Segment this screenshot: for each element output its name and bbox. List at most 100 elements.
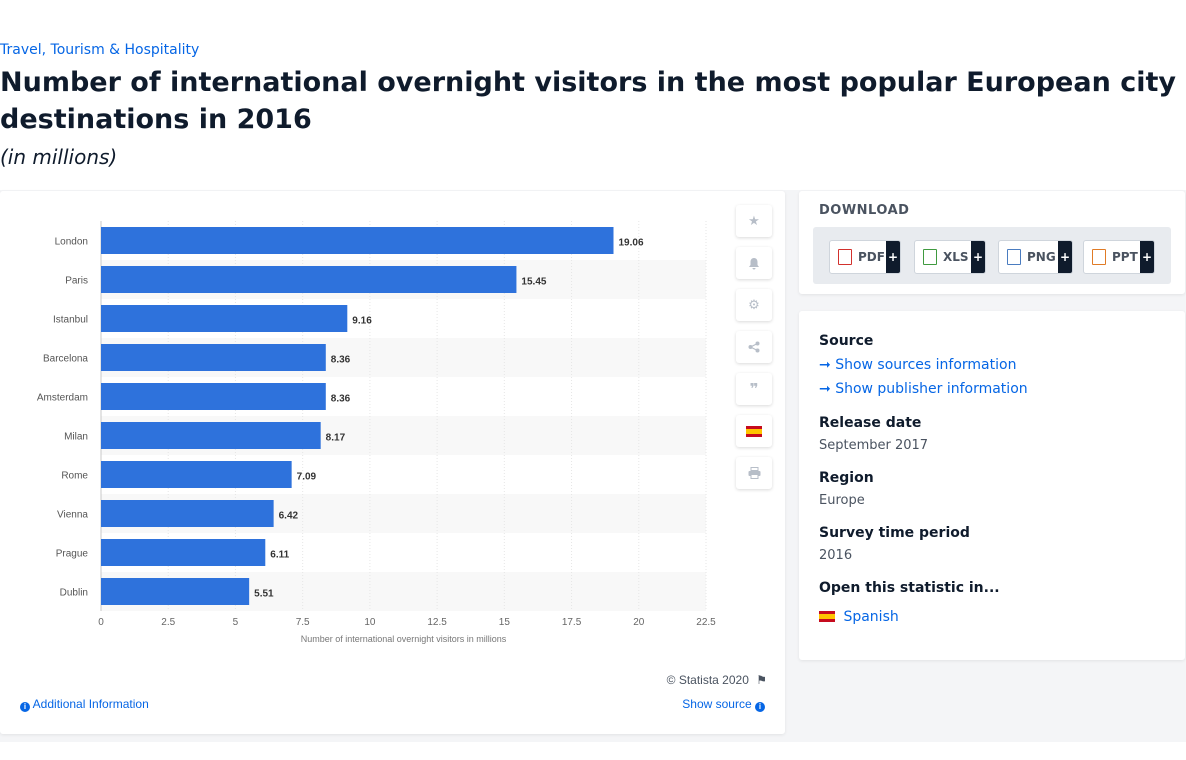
png-file-icon (1007, 249, 1021, 265)
show-source-label: Show source (682, 697, 752, 711)
chart-toolbar: ★ ⚙ ❞ (736, 205, 772, 499)
x-tick-label: 12.5 (427, 617, 447, 628)
value-label: 15.45 (521, 277, 546, 288)
value-label: 7.09 (297, 472, 317, 483)
bar-vienna (101, 500, 274, 527)
value-label: 6.11 (270, 550, 289, 561)
favorite-button[interactable]: ★ (736, 205, 772, 237)
print-button[interactable] (736, 457, 772, 489)
value-label: 19.06 (619, 238, 644, 249)
category-label: Amsterdam (37, 393, 88, 404)
category-label: Vienna (57, 510, 88, 521)
value-label: 8.36 (331, 394, 351, 405)
x-axis-title: Number of international overnight visito… (301, 634, 507, 644)
value-label: 8.36 (331, 355, 351, 366)
release-date-heading: Release date (819, 415, 922, 431)
value-label: 8.17 (326, 433, 346, 444)
info-icon: i (20, 702, 30, 712)
settings-button[interactable]: ⚙ (736, 289, 772, 321)
category-label: Barcelona (43, 354, 88, 365)
category-label: Prague (56, 549, 89, 560)
share-icon (748, 341, 760, 353)
plus-icon: + (1140, 241, 1154, 273)
additional-info-label: Additional Information (32, 697, 149, 711)
category-label: Paris (65, 276, 88, 287)
arrow-right-icon: ➞ (819, 357, 831, 373)
x-tick-label: 7.5 (296, 617, 310, 628)
statistic-details-card: Source ➞ Show sources information ➞ Show… (799, 311, 1185, 660)
bar-london (101, 227, 614, 254)
survey-period-heading: Survey time period (819, 525, 970, 541)
x-tick-label: 2.5 (161, 617, 175, 628)
bar-istanbul (101, 305, 348, 332)
x-tick-label: 17.5 (562, 617, 582, 628)
download-png-button[interactable]: PNG + (998, 240, 1073, 274)
info-icon: i (755, 702, 765, 712)
plus-icon: + (971, 241, 985, 273)
print-icon (748, 467, 760, 479)
bar-prague (101, 539, 266, 566)
bar-milan (101, 422, 321, 449)
category-label: Dublin (60, 588, 88, 599)
ppt-label: PPT (1112, 250, 1138, 264)
page-title: Number of international overnight visito… (0, 67, 1176, 135)
pdf-file-icon (838, 249, 852, 265)
cite-button[interactable]: ❞ (736, 373, 772, 405)
png-label: PNG (1027, 250, 1056, 264)
plus-icon: + (886, 241, 900, 273)
language-button[interactable] (736, 415, 772, 447)
value-label: 5.51 (254, 589, 274, 600)
xls-file-icon (923, 249, 937, 265)
bar-paris (101, 266, 517, 293)
category-label: Rome (61, 471, 88, 482)
region-value: Europe (819, 493, 865, 508)
spanish-flag-icon (819, 611, 835, 622)
show-publisher-label: Show publisher information (835, 381, 1028, 397)
notification-button[interactable] (736, 247, 772, 279)
pdf-label: PDF (858, 250, 885, 264)
additional-info-link[interactable]: i Additional Information (20, 697, 149, 712)
spanish-flag-icon (746, 425, 762, 437)
download-buttons: PDF + XLS + PNG + PPT + (813, 227, 1171, 284)
survey-period-value: 2016 (819, 548, 853, 563)
copyright-text: © Statista 2020 ⚑ (667, 673, 767, 687)
show-publisher-link[interactable]: ➞ Show publisher information (819, 381, 1028, 397)
show-sources-link[interactable]: ➞ Show sources information (819, 357, 1016, 373)
page-subtitle: (in millions) (0, 145, 118, 169)
x-tick-label: 0 (98, 617, 104, 628)
category-label: Istanbul (53, 315, 88, 326)
star-icon: ★ (748, 213, 760, 229)
x-tick-label: 10 (364, 617, 376, 628)
breadcrumb[interactable]: Travel, Tourism & Hospitality (0, 42, 200, 58)
quote-icon: ❞ (749, 380, 759, 398)
category-label: London (55, 237, 88, 248)
download-title: DOWNLOAD (819, 203, 910, 218)
value-label: 9.16 (352, 316, 372, 327)
open-statistic-heading: Open this statistic in... (819, 580, 1000, 596)
download-pdf-button[interactable]: PDF + (829, 240, 901, 274)
bar-rome (101, 461, 292, 488)
category-label: Milan (64, 432, 88, 443)
bar-dublin (101, 578, 250, 605)
show-sources-label: Show sources information (835, 357, 1017, 373)
value-label: 6.42 (279, 511, 299, 522)
download-card: DOWNLOAD PDF + XLS + PNG + PPT + (799, 191, 1185, 294)
show-source-link[interactable]: Show source i (682, 697, 765, 712)
xls-label: XLS (943, 250, 969, 264)
x-tick-label: 15 (499, 617, 511, 628)
x-tick-label: 5 (233, 617, 239, 628)
copyright-label: © Statista 2020 (666, 673, 749, 687)
page-bottom (0, 742, 1186, 760)
download-xls-button[interactable]: XLS + (914, 240, 986, 274)
share-button[interactable] (736, 331, 772, 363)
open-spanish-link[interactable]: Spanish (819, 609, 899, 625)
chart-card: 0 2.5 5 7.5 10 12.5 15 17.5 20 22.5 London 19.06 Par… (0, 191, 785, 734)
bar-amsterdam (101, 383, 326, 410)
bell-icon (749, 257, 759, 269)
x-tick-label: 22.5 (696, 617, 716, 628)
header-area: Travel, Tourism & Hospitality Number of … (0, 0, 1186, 190)
spanish-label: Spanish (843, 609, 899, 625)
region-heading: Region (819, 470, 874, 486)
ppt-file-icon (1092, 249, 1106, 265)
download-ppt-button[interactable]: PPT + (1083, 240, 1155, 274)
